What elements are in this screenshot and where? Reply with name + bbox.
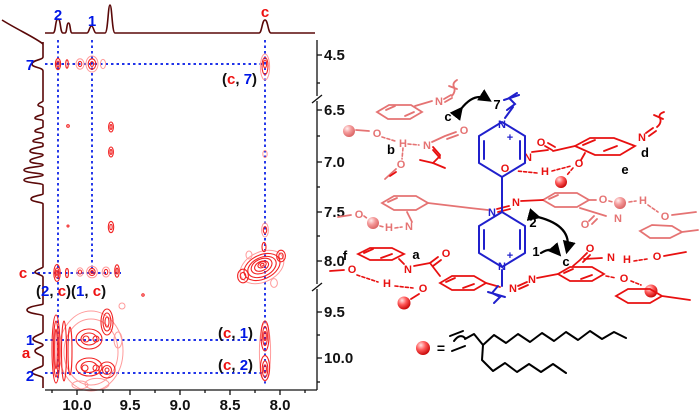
atom-label-o: O — [581, 219, 590, 231]
alkyl-sphere — [397, 296, 411, 310]
atom-label-o: O — [348, 264, 357, 276]
x-tick-9-5: 9.5 — [120, 397, 141, 414]
atom-label-h: H — [541, 166, 549, 178]
atom-label-n: N — [509, 283, 517, 295]
side-peak-label-1: 1 — [26, 332, 34, 349]
atom-label-n: N — [488, 207, 496, 219]
atom-label-n: N — [498, 261, 506, 273]
atom-label-n: N — [607, 252, 615, 264]
macrocycle-back-layer: O H N O O N O H N O H O N O — [337, 79, 699, 239]
atom-label-h: H — [623, 254, 631, 266]
y-tick-4-5: 4.5 — [324, 47, 345, 64]
alkyl-sphere — [555, 176, 567, 188]
top-peak-label-2: 2 — [54, 7, 62, 24]
atom-label-o: O — [501, 163, 510, 175]
mol-label-2: 2 — [529, 215, 536, 230]
atom-label-n: N — [524, 152, 532, 164]
mol-label-c-top: c — [444, 109, 451, 124]
y-tick-7-0: 7.0 — [324, 154, 345, 171]
alkyl-sphere — [343, 125, 355, 137]
atom-label-h: H — [385, 222, 393, 234]
x-tick-10-0: 10.0 — [62, 397, 91, 414]
atom-label-o: O — [397, 159, 406, 171]
atom-label-n: N — [404, 264, 412, 276]
atom-label-o: O — [620, 273, 629, 285]
side-peak-label-c: c — [19, 265, 27, 282]
viologen-axle: N + + N N — [478, 92, 526, 304]
atom-label-n: N — [423, 140, 431, 152]
alkyl-sphere — [614, 197, 626, 209]
atom-label-n: N — [528, 274, 536, 286]
legend-alkyl-chain: = — [416, 330, 627, 374]
atom-label-o: O — [442, 248, 451, 260]
crosspeak-label-c2: (c, 2) — [218, 357, 253, 374]
atom-label-n: N — [512, 197, 520, 209]
atom-label-n: N — [405, 221, 413, 233]
side-peak-label-2: 2 — [26, 368, 34, 385]
top-peak-label-c: c — [261, 4, 269, 21]
left-1d-trace — [23, 42, 44, 388]
atom-label-o: O — [355, 209, 364, 221]
x-tick-9-0: 9.0 — [170, 397, 191, 414]
y-tick-9-5: 9.5 — [324, 304, 345, 321]
molecular-structure: O H N O O N O H N O H O N O — [329, 79, 699, 374]
atom-label-h: H — [399, 138, 407, 150]
noe-arrows — [449, 89, 576, 257]
side-peak-label-a: a — [22, 345, 31, 362]
atom-label-o: O — [373, 128, 382, 140]
atom-label-o: O — [419, 283, 428, 295]
atom-label-o: O — [460, 125, 469, 137]
atom-label-n: N — [498, 119, 506, 131]
x-axis: 10.0 9.5 9.0 8.5 8.0 — [45, 389, 317, 414]
crosspeak-label-c7: (c, 7) — [222, 71, 257, 88]
y-tick-8-0: 8.0 — [324, 253, 345, 270]
mol-label-1: 1 — [532, 244, 539, 259]
mol-label-7: 7 — [493, 97, 500, 112]
atom-label-o: O — [586, 243, 595, 255]
mol-label-d: d — [641, 145, 649, 160]
mol-label-e: e — [621, 162, 628, 177]
x-tick-8-5: 8.5 — [220, 397, 241, 414]
atom-label-n: N — [614, 213, 622, 225]
atom-label-o: O — [599, 194, 608, 206]
legend-sphere — [416, 341, 430, 355]
atom-label-o: O — [653, 251, 662, 263]
atom-label-plus: + — [507, 250, 513, 262]
macrocycle-front-layer: O N O N H O O H O N O N N — [329, 111, 691, 310]
crosspeak-label-c1: (c, 1) — [218, 325, 253, 342]
nmr-panel: 4.5 6.5 7.0 7.5 8.0 9.5 10.0 10.0 9.5 9.… — [1, 4, 353, 414]
top-peak-label-1: 1 — [88, 13, 96, 30]
mol-label-c-bottom: c — [562, 254, 569, 269]
contour-peaks — [51, 53, 286, 392]
mol-label-f: f — [343, 248, 348, 263]
top-1d-trace — [45, 4, 315, 34]
x-tick-8-0: 8.0 — [270, 397, 291, 414]
atom-label-plus: + — [507, 132, 513, 144]
legend-equals: = — [437, 340, 445, 356]
atom-label-o: O — [575, 158, 584, 170]
alkyl-sphere — [367, 217, 379, 229]
atom-label-h: H — [383, 278, 391, 290]
y-tick-10-0: 10.0 — [324, 350, 353, 367]
atom-label-o: O — [661, 211, 670, 223]
mol-label-a: a — [412, 247, 420, 262]
crosspeak-label-2c-1c: (2, c)(1, c) — [36, 283, 106, 300]
y-tick-6-5: 6.5 — [324, 102, 345, 119]
atom-label-o: O — [537, 137, 546, 149]
mol-label-b: b — [387, 142, 395, 157]
atom-label-n: N — [435, 96, 443, 108]
atom-label-h: H — [639, 195, 647, 207]
alkyl-sphere — [644, 284, 658, 298]
atom-label-n: N — [638, 132, 646, 144]
side-peak-label-7: 7 — [26, 57, 34, 74]
y-tick-7-5: 7.5 — [324, 204, 345, 221]
left-1d-trace-hook — [1, 19, 44, 45]
